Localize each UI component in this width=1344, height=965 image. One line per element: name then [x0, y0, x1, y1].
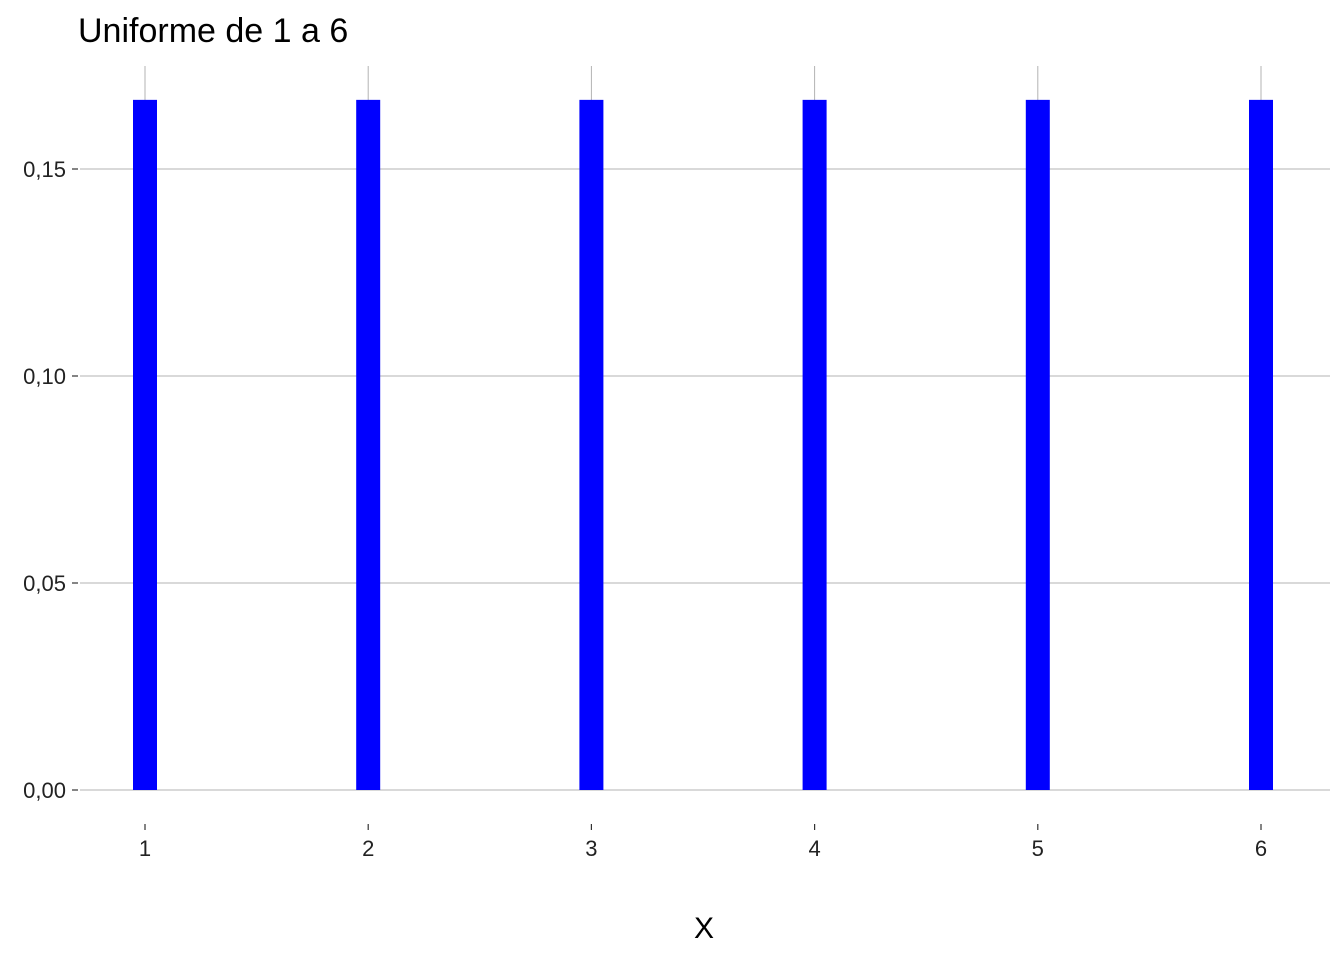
- y-tick-label: 0,05: [23, 571, 66, 596]
- y-tick-label: 0,10: [23, 364, 66, 389]
- bars: [133, 99, 1273, 790]
- bar: [579, 99, 604, 790]
- y-tick-label: 0,15: [23, 157, 66, 182]
- x-axis-label: X: [694, 912, 714, 945]
- x-tick-label: 6: [1255, 836, 1267, 861]
- bar: [133, 99, 157, 790]
- chart-title: Uniforme de 1 a 6: [78, 12, 348, 50]
- y-axis: 0,00 0,05 0,10 0,15: [23, 157, 78, 803]
- x-tick-label: 4: [808, 836, 820, 861]
- x-axis: 1 2 3 4 5 6: [139, 824, 1267, 861]
- bar: [802, 99, 827, 790]
- bar: [1249, 99, 1273, 790]
- y-tick-label: 0,00: [23, 778, 66, 803]
- x-tick-label: 3: [585, 836, 597, 861]
- x-tick-label: 1: [139, 836, 151, 861]
- bar: [1025, 99, 1050, 790]
- x-tick-label: 2: [362, 836, 374, 861]
- bar: [356, 99, 381, 790]
- x-tick-label: 5: [1032, 836, 1044, 861]
- gridlines: [80, 66, 1330, 791]
